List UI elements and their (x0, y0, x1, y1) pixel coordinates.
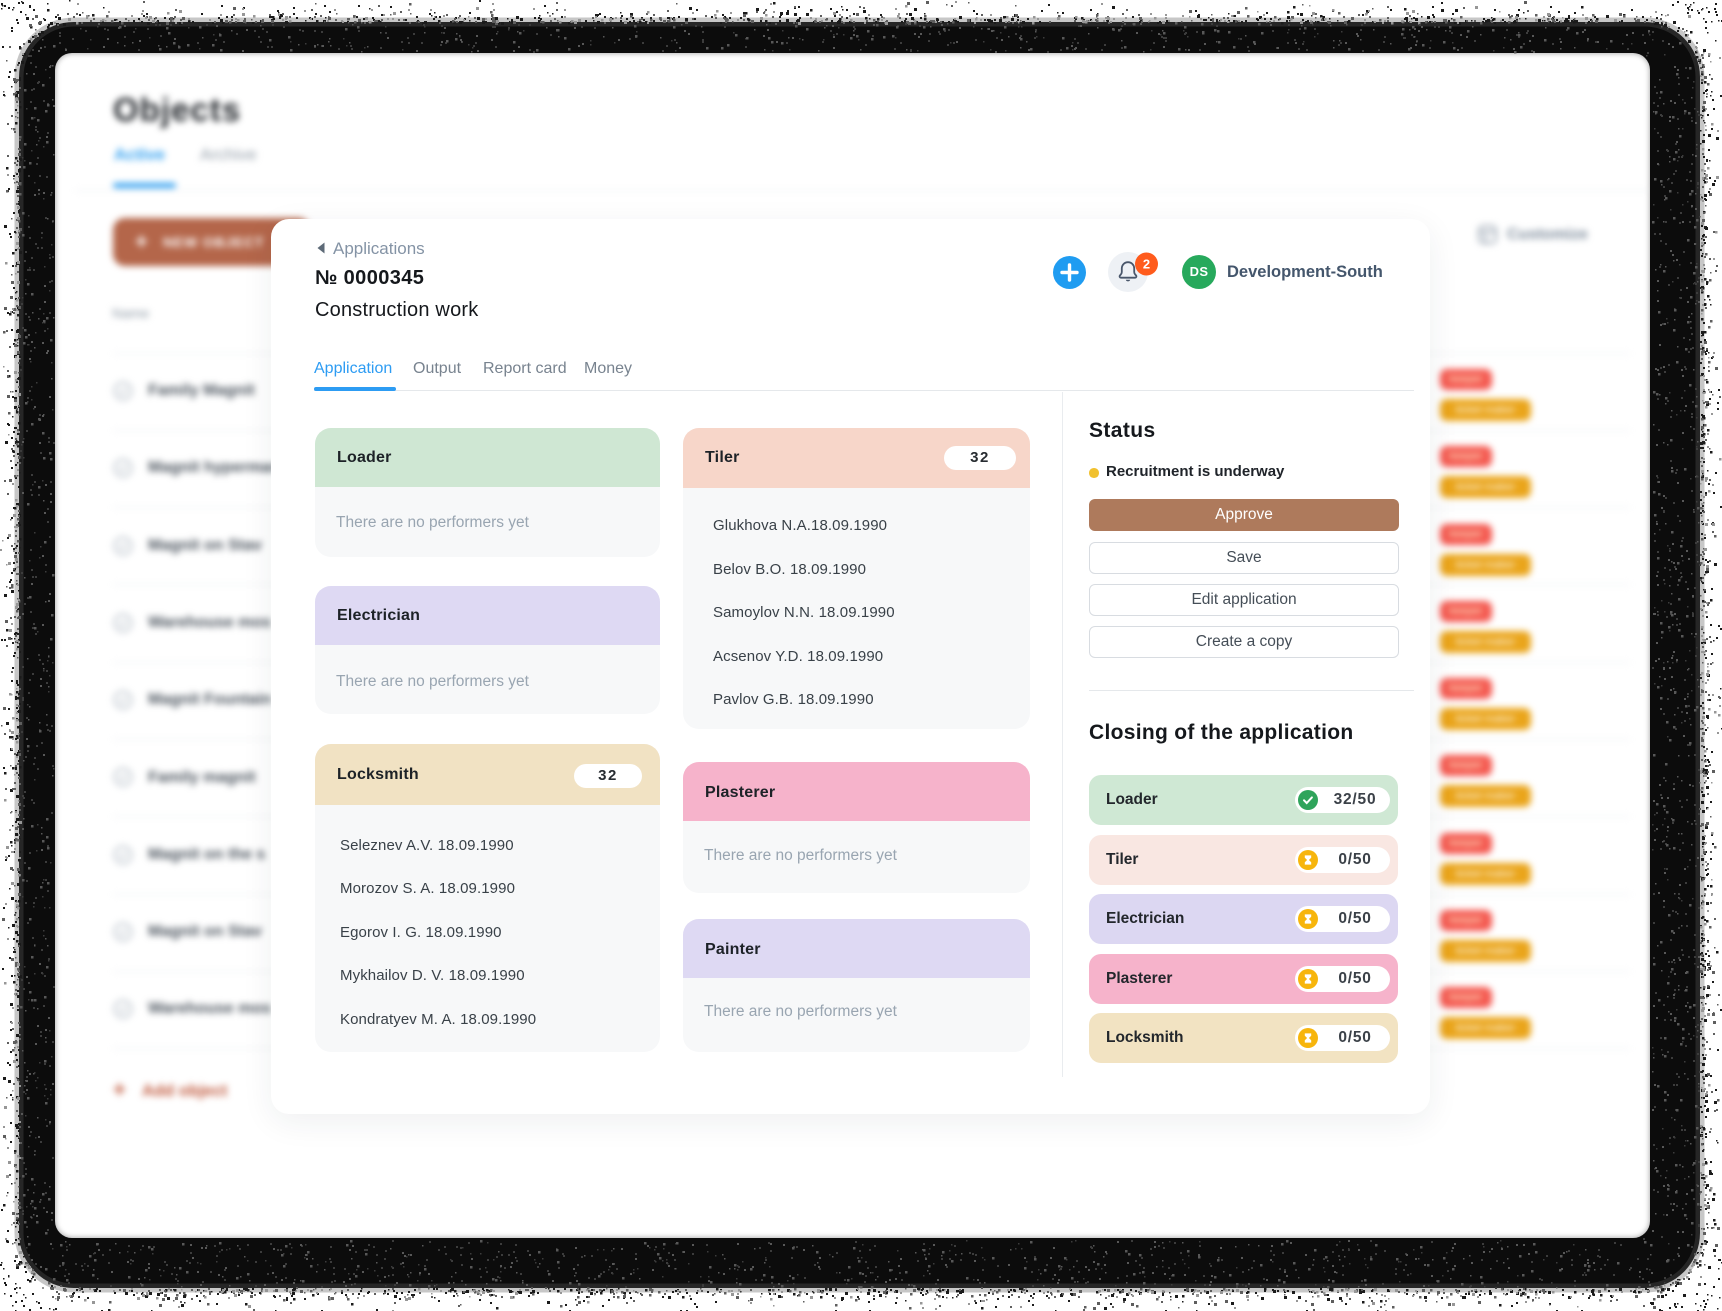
svg-text:2: 2 (1143, 257, 1150, 272)
